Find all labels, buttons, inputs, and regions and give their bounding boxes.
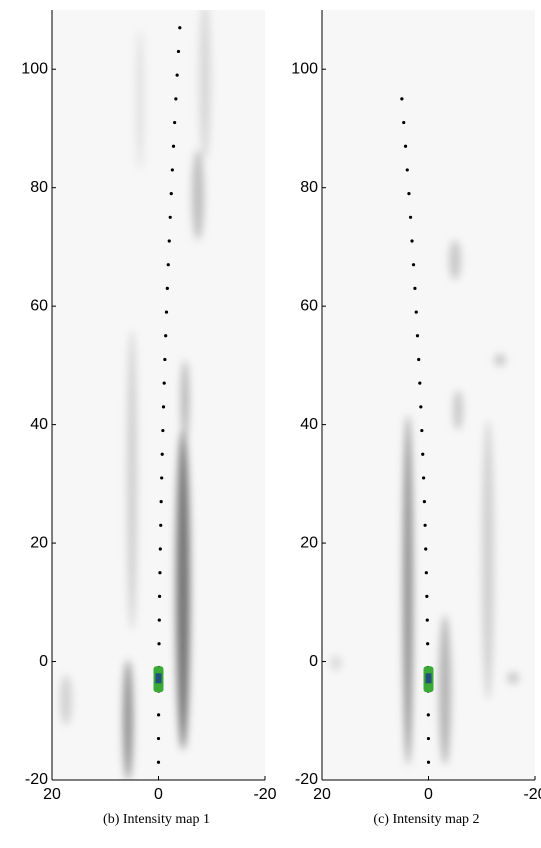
- trajectory-point: [159, 523, 163, 527]
- x-tick-label: 0: [424, 786, 433, 803]
- trajectory-point: [419, 405, 423, 409]
- trajectory-point: [175, 73, 179, 77]
- y-tick-label: 60: [300, 297, 318, 314]
- x-tick-label: 20: [313, 786, 331, 803]
- trajectory-point: [173, 120, 177, 125]
- trajectory-point: [426, 760, 431, 764]
- y-tick-label: 100: [21, 60, 48, 77]
- trajectory-point: [157, 713, 161, 717]
- trajectory-point: [415, 334, 420, 338]
- trajectory-point: [425, 594, 429, 598]
- trajectory-point: [161, 405, 166, 409]
- trajectory-point: [422, 476, 426, 480]
- x-tick-label: -20: [523, 786, 541, 803]
- trajectory-point: [407, 192, 411, 196]
- trajectory-point: [170, 168, 174, 172]
- intensity: [330, 240, 519, 765]
- trajectory-point: [405, 168, 409, 172]
- trajectory-point: [426, 736, 431, 741]
- trajectory-point: [422, 500, 426, 504]
- x-tick-label: 20: [43, 786, 61, 803]
- trajectory-point: [408, 215, 413, 219]
- trajectory-point: [421, 452, 425, 456]
- trajectory-point: [420, 428, 424, 433]
- trajectory-point: [425, 618, 429, 622]
- trajectory-point: [411, 263, 416, 267]
- y-tick-label: 0: [309, 653, 318, 670]
- caption: (c) Intensity map 2: [373, 812, 479, 827]
- trajectory-point: [178, 26, 182, 30]
- y-tick-label: 40: [300, 416, 318, 433]
- y-tick-label: -20: [295, 771, 318, 788]
- trajectory-point: [424, 571, 428, 575]
- trajectory-point: [423, 523, 427, 527]
- trajectory-point: [417, 357, 421, 362]
- y-tick-label: 100: [291, 60, 318, 77]
- trajectory-point: [160, 476, 164, 480]
- trajectory-point: [156, 760, 161, 764]
- y-tick-label: 40: [30, 416, 48, 433]
- trajectory-point: [164, 334, 168, 338]
- trajectory-point: [158, 547, 162, 551]
- trajectory-point: [402, 120, 406, 125]
- trajectory-point: [414, 310, 418, 314]
- vehicle-window: [155, 673, 162, 684]
- trajectory-point: [160, 452, 164, 456]
- trajectory-point: [410, 239, 414, 243]
- intensity: [60, 10, 211, 780]
- trajectory-point: [158, 571, 162, 575]
- trajectory-point: [176, 49, 181, 54]
- trajectory-point: [157, 642, 161, 646]
- y-tick-label: 80: [300, 179, 318, 196]
- trajectory-point: [157, 594, 162, 598]
- y-tick-label: 80: [30, 179, 48, 196]
- vehicle-window: [425, 673, 432, 684]
- plot-area: [322, 10, 535, 780]
- trajectory-point: [169, 192, 173, 196]
- trajectory-point: [157, 618, 161, 622]
- trajectory-point: [159, 500, 163, 504]
- plot-area: [52, 10, 265, 780]
- trajectory-point: [174, 97, 178, 101]
- y-tick-label: -20: [25, 771, 48, 788]
- trajectory-point: [418, 381, 422, 385]
- x-tick-label: -20: [253, 786, 276, 803]
- trajectory-point: [166, 263, 170, 267]
- y-tick-label: 20: [300, 534, 318, 551]
- trajectory-point: [156, 736, 161, 741]
- y-tick-label: 60: [30, 297, 48, 314]
- trajectory-point: [426, 642, 430, 646]
- x-tick-label: 0: [154, 786, 163, 803]
- trajectory-point: [171, 144, 176, 148]
- trajectory-point: [413, 286, 417, 290]
- trajectory-point: [167, 239, 171, 243]
- trajectory-point: [424, 547, 428, 551]
- trajectory-point: [165, 286, 169, 290]
- caption: (b) Intensity map 1: [103, 812, 210, 827]
- trajectory-point: [400, 97, 404, 101]
- trajectory-point: [161, 428, 165, 433]
- trajectory-point: [426, 713, 430, 717]
- trajectory-point: [164, 310, 169, 314]
- y-tick-label: 20: [30, 534, 48, 551]
- trajectory-point: [162, 381, 166, 385]
- trajectory-point: [403, 144, 408, 148]
- y-tick-label: 0: [39, 653, 48, 670]
- trajectory-point: [168, 215, 172, 219]
- trajectory-point: [163, 357, 167, 362]
